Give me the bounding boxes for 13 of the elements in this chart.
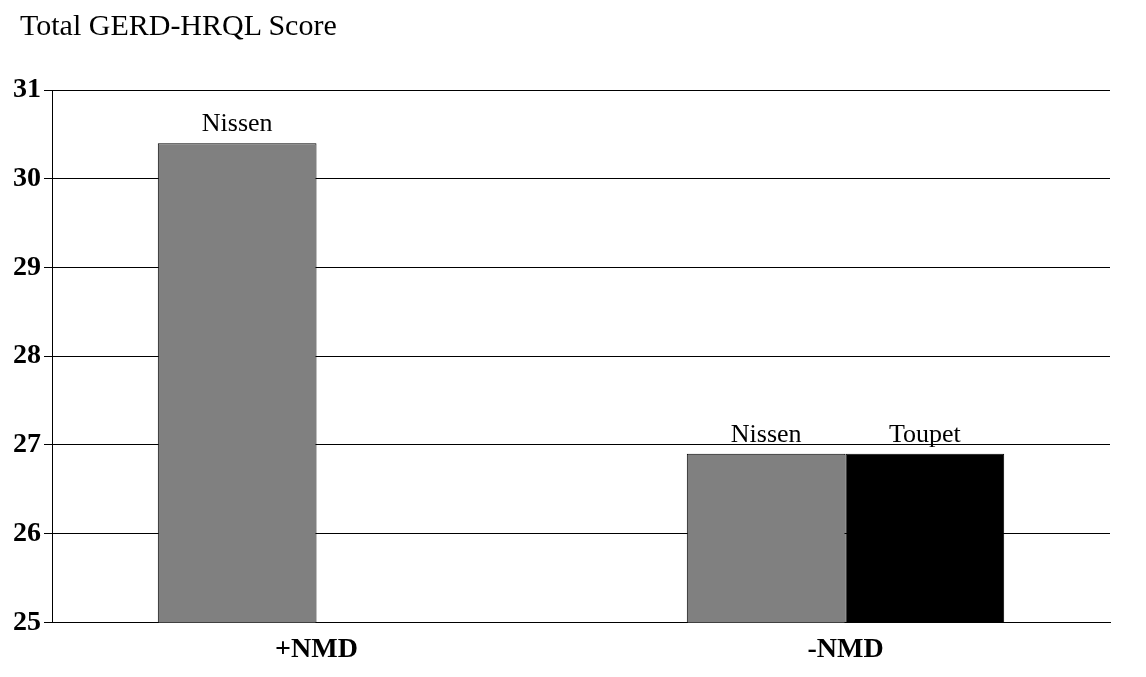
- y-tick-label: 25: [13, 604, 41, 636]
- y-tick-label: 29: [13, 249, 41, 281]
- series-label: Toupet: [888, 418, 962, 448]
- y-tick-label: 27: [13, 427, 41, 459]
- series-label: Nissen: [201, 108, 273, 138]
- y-tick-label: 31: [13, 72, 41, 104]
- y-tick-label: 30: [13, 160, 41, 192]
- chart-title: Total GERD-HRQL Score: [20, 8, 337, 42]
- text: Nissen: [730, 418, 802, 448]
- y-tick-label: 26: [13, 515, 41, 547]
- x-tick-label: -NMD: [807, 632, 884, 664]
- y-tick-label: 28: [13, 338, 41, 370]
- x-tick-label: +NMD: [275, 632, 358, 664]
